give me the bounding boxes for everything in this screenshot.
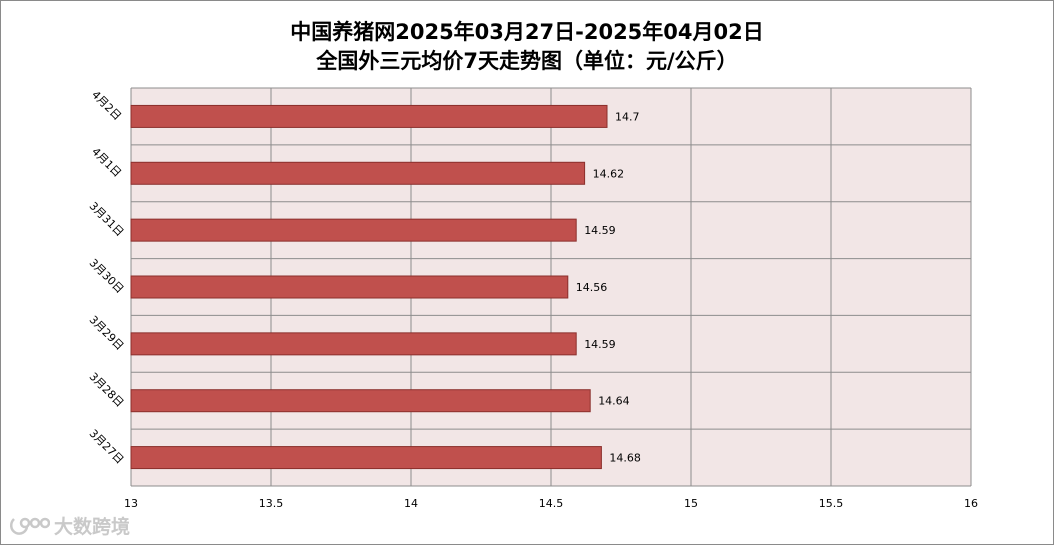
- data-label: 14.56: [576, 281, 608, 294]
- chart-title-line1: 中国养猪网2025年03月27日-2025年04月02日: [290, 20, 764, 44]
- data-label: 14.68: [609, 452, 641, 465]
- bar: [130, 104, 608, 128]
- bar: [130, 218, 577, 242]
- x-tick-label: 13: [124, 497, 138, 510]
- x-tick-label: 16: [964, 497, 978, 510]
- chart-title-line2: 全国外三元均价7天走势图（单位：元/公斤）: [316, 49, 738, 73]
- data-label: 14.59: [584, 224, 616, 237]
- bar: [130, 446, 602, 470]
- data-label: 14.62: [593, 167, 625, 180]
- category-label: 4月2日: [89, 88, 124, 123]
- data-label: 14.59: [584, 338, 616, 351]
- bar: [130, 332, 577, 356]
- watermark: 大数跨境: [8, 512, 130, 539]
- data-label: 14.7: [615, 110, 640, 123]
- category-label: 3月27日: [87, 427, 127, 467]
- watermark-logo-icon: [10, 517, 50, 535]
- category-label: 3月29日: [87, 313, 127, 353]
- x-tick-label: 13.5: [259, 497, 284, 510]
- watermark-text: 大数跨境: [54, 516, 131, 538]
- bar: [130, 161, 586, 185]
- category-label: 3月30日: [87, 256, 127, 296]
- category-label: 3月28日: [87, 370, 127, 410]
- category-label: 4月1日: [89, 145, 124, 180]
- chart-title: 中国养猪网2025年03月27日-2025年04月02日 全国外三元均价7天走势…: [0, 18, 1054, 76]
- x-tick-label: 15.5: [819, 497, 844, 510]
- category-label: 3月31日: [87, 199, 127, 239]
- bar: [130, 389, 591, 413]
- x-tick-label: 14: [404, 497, 418, 510]
- x-tick-label: 14.5: [539, 497, 564, 510]
- bar: [130, 275, 569, 299]
- x-tick-label: 15: [684, 497, 698, 510]
- data-label: 14.64: [598, 395, 630, 408]
